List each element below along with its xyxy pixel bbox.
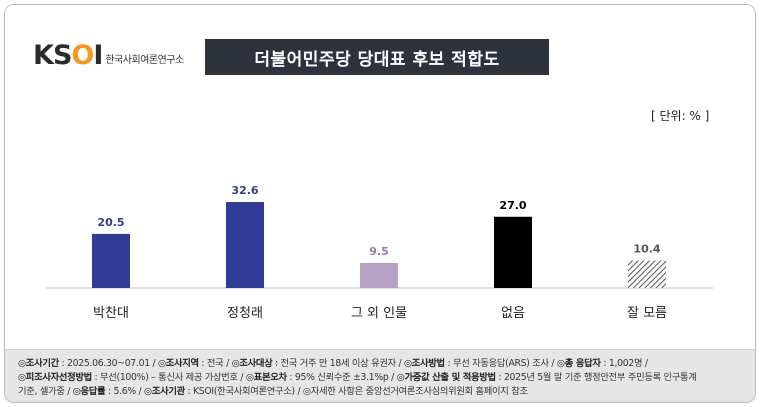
footnote-value: : 2025년 5월 말 기준 행정안전부 주민등록 인구통계	[495, 372, 697, 383]
logo-mark: KSOI	[33, 40, 103, 71]
bar-value-label: 32.6	[231, 184, 258, 197]
bar-2	[360, 262, 398, 288]
category-label: 잘 모름	[627, 306, 667, 321]
footnote-value: 기준, 셀가중 /	[18, 386, 73, 397]
footnote-value: : 95% 신뢰수준 ±3.1%p /	[286, 372, 397, 383]
footnote-line: 기준, 셀가중 / ◎응답률 : 5.6% / ◎조사기관 : KSOI(한국사…	[18, 385, 747, 399]
footnote-key: ◎표본오차	[245, 372, 287, 383]
bar-value-label: 20.5	[97, 216, 124, 229]
category-label: 그 외 인물	[351, 306, 407, 321]
survey-footnote: ◎조사기간 : 2025.06.30~07.01 / ◎조사지역 : 전국 / …	[5, 349, 755, 402]
footnote-value: : 1,002명 /	[600, 358, 648, 369]
bar-4	[628, 260, 666, 288]
footnote-value: : KSOI(한국사회여론연구소) / ◎자세한 사항은 중앙선거여론조사심의위…	[184, 386, 529, 397]
footnote-key: ◎조사지역	[157, 358, 199, 369]
footnote-key: ◎조사기간	[18, 358, 59, 369]
footnote-value: : 2025.06.30~07.01 /	[58, 358, 158, 369]
unit-label: [ 단위: % ]	[651, 109, 710, 123]
bar-value-label: 10.4	[633, 243, 660, 256]
bar-chart: 20.5 박찬대 32.6 정청래 9.5 그 외 인물 27.0 없음 10.4 잘 모름	[45, 184, 713, 321]
bar-3	[494, 216, 532, 288]
footnote-value: : 무선(100%) – 통신사 제공 가상번호 /	[91, 372, 246, 383]
footnote-key: ◎총 응답자	[556, 358, 601, 369]
logo-subtitle: 한국사회여론연구소	[105, 55, 184, 66]
bar-0	[92, 233, 130, 288]
bar-1	[226, 202, 264, 288]
category-label: 박찬대	[93, 306, 129, 321]
report-card: KSOI 한국사회여론연구소 더불어민주당 당대표 후보 적합도 [ 단위: %…	[4, 4, 756, 403]
footnote-line: ◎조사기간 : 2025.06.30~07.01 / ◎조사지역 : 전국 / …	[18, 357, 747, 371]
category-label: 없음	[501, 306, 525, 321]
footnote-value: : 5.6% /	[105, 386, 145, 397]
footnote-line: ◎피조사자선정방법 : 무선(100%) – 통신사 제공 가상번호 / ◎표본…	[18, 371, 747, 385]
footnote-key: ◎조사대상	[231, 358, 273, 369]
bar-value-label: 9.5	[369, 245, 389, 258]
footnote-key: ◎가중값 산출 및 적용방법	[396, 372, 496, 383]
footnote-value: : 전국 /	[198, 358, 232, 369]
chart-title: 더불어민주당 당대표 후보 적합도	[205, 39, 549, 75]
footnote-key: ◎피조사자선정방법	[18, 372, 92, 383]
footnote-value: : 전국 거주 만 18세 이상 유권자 /	[272, 358, 404, 369]
footnote-key: ◎조사방법	[403, 358, 445, 369]
footnote-value: : 무선 자동응답(ARS) 조사 /	[444, 358, 557, 369]
footnote-key: ◎응답률	[72, 386, 106, 397]
ksoi-logo: KSOI 한국사회여론연구소	[33, 40, 184, 71]
footnote-key: ◎조사기관	[144, 386, 185, 397]
category-label: 정청래	[227, 306, 263, 321]
bar-value-label: 27.0	[499, 199, 526, 212]
